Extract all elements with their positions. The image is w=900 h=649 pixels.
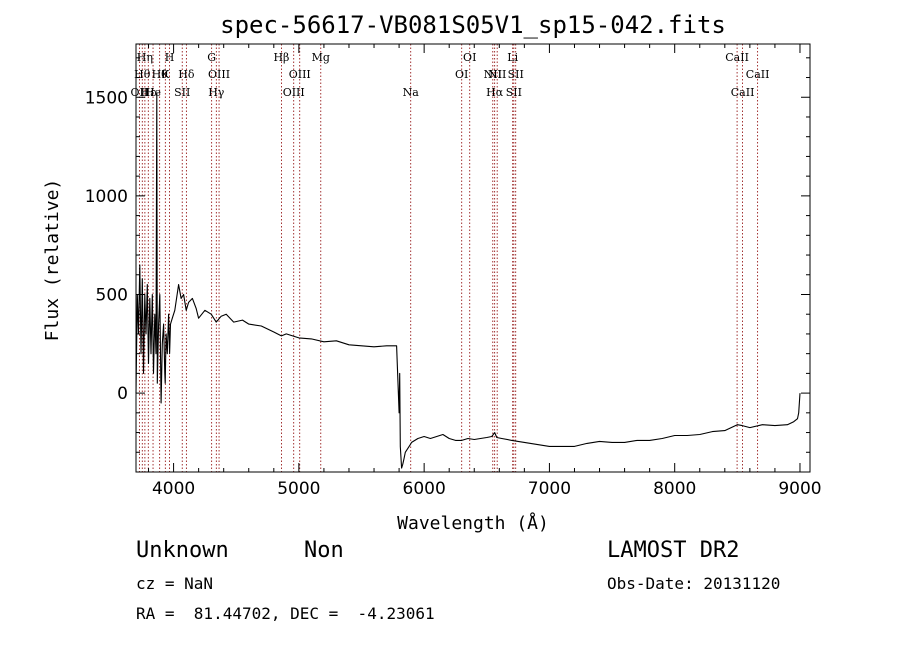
spectral-line-markers bbox=[138, 44, 759, 472]
x-tick-label: 9000 bbox=[778, 479, 821, 499]
spectral-line-label: OII bbox=[131, 86, 149, 99]
spectral-line-label: OI bbox=[455, 68, 468, 81]
spectral-line-label: SII bbox=[506, 86, 522, 99]
spectral-line-labels: OIIHθHηHεHeHθKHSIIHδGHγOIIIHβOIIIOIIIMgN… bbox=[131, 51, 770, 99]
chart-title: spec-56617-VB081S05V1_sp15-042.fits bbox=[220, 11, 726, 39]
x-tick-label: 6000 bbox=[403, 479, 446, 499]
coordinates: RA = 81.44702, DEC = -4.23061 bbox=[136, 604, 435, 623]
spectral-line-label: G bbox=[207, 51, 216, 64]
spectral-line-label: K bbox=[161, 68, 170, 81]
cz-value: cz = NaN bbox=[136, 574, 214, 593]
x-axis-label: Wavelength (Å) bbox=[397, 512, 549, 534]
spectral-line-label: Hθ bbox=[152, 68, 169, 81]
spectral-line-label: OIII bbox=[208, 68, 230, 81]
x-axis: 4000 5000 6000 7000 8000 9000 bbox=[148, 44, 822, 499]
plot-frame bbox=[135, 43, 811, 473]
spectral-line-label: CaII bbox=[746, 68, 770, 81]
classification-label: Unknown bbox=[136, 538, 229, 563]
flux-series-line bbox=[135, 92, 801, 469]
spectral-line-label: Na bbox=[403, 86, 420, 99]
spectral-line-label: Hδ bbox=[178, 68, 195, 81]
spectral-line-label: He bbox=[145, 86, 161, 99]
y-tick-label: 0 bbox=[117, 384, 128, 404]
spectral-line-label: NII bbox=[484, 68, 502, 81]
spectral-line-label: Li bbox=[507, 51, 518, 64]
spectral-line-label: OIII bbox=[289, 68, 311, 81]
x-tick-label: 4000 bbox=[152, 479, 195, 499]
spectral-line-label: Hγ bbox=[208, 86, 225, 99]
x-tick-label: 5000 bbox=[277, 479, 320, 499]
x-tick-label: 7000 bbox=[528, 479, 571, 499]
spectral-line-label: OIII bbox=[283, 86, 305, 99]
obs-date: Obs-Date: 20131120 bbox=[607, 574, 781, 593]
spectral-line-label: Mg bbox=[312, 51, 330, 64]
spectral-line-label: SII bbox=[508, 68, 524, 81]
y-tick-label: 1000 bbox=[85, 187, 128, 207]
subclass-label: Non bbox=[304, 538, 344, 563]
spectral-line-label: Hθ bbox=[134, 68, 151, 81]
spectrum-chart: OIIHθHηHεHeHθKHSIIHδGHγOIIIHβOIIIOIIIMgN… bbox=[42, 11, 822, 534]
spectral-line-label: OI bbox=[463, 51, 476, 64]
y-tick-label: 1500 bbox=[85, 88, 128, 108]
spectral-line-label: Hβ bbox=[273, 51, 289, 64]
y-axis-label: Flux (relative) bbox=[42, 179, 63, 342]
y-tick-label: 500 bbox=[96, 285, 128, 305]
spectral-line-label: CaII bbox=[725, 51, 749, 64]
spectral-line-label: SII bbox=[174, 86, 190, 99]
spectral-line-label: CaII bbox=[731, 86, 755, 99]
spectral-line-label: Hη bbox=[137, 51, 153, 64]
x-tick-label: 8000 bbox=[653, 479, 696, 499]
spectral-line-label: H bbox=[165, 51, 175, 64]
spectral-line-label: Hε bbox=[141, 86, 157, 99]
survey-label: LAMOST DR2 bbox=[607, 538, 740, 563]
spectral-line-label: NII bbox=[488, 68, 506, 81]
spectral-line-label: Hα bbox=[486, 86, 504, 99]
y-axis: 0 500 1000 1500 bbox=[85, 57, 810, 453]
